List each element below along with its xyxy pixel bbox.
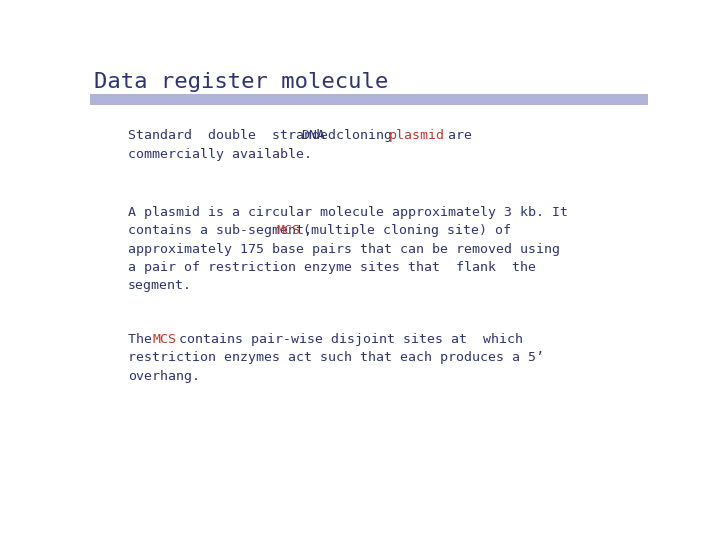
Text: Standard  double  stranded: Standard double stranded	[128, 129, 352, 142]
Text: commercially available.: commercially available.	[128, 147, 312, 160]
Text: approximately 175 base pairs that can be removed using: approximately 175 base pairs that can be…	[128, 243, 560, 256]
Text: (multiple cloning site) of: (multiple cloning site) of	[295, 225, 511, 238]
Text: A plasmid is a circular molecule approximately 3 kb. It: A plasmid is a circular molecule approxi…	[128, 206, 568, 219]
Text: The: The	[128, 333, 160, 346]
Text: MCS: MCS	[276, 225, 301, 238]
Text: segment.: segment.	[128, 279, 192, 292]
Text: are: are	[432, 129, 472, 142]
Text: overhang.: overhang.	[128, 369, 200, 382]
Text: cloning: cloning	[320, 129, 408, 142]
Text: plasmid: plasmid	[388, 129, 444, 142]
FancyBboxPatch shape	[90, 94, 648, 105]
Text: restriction enzymes act such that each produces a 5’: restriction enzymes act such that each p…	[128, 352, 544, 365]
Text: MCS: MCS	[153, 333, 176, 346]
Text: a pair of restriction enzyme sites that  flank  the: a pair of restriction enzyme sites that …	[128, 261, 536, 274]
Text: Data register molecule: Data register molecule	[94, 72, 389, 92]
Text: contains a sub-segment,: contains a sub-segment,	[128, 225, 320, 238]
Text: contains pair-wise disjoint sites at  which: contains pair-wise disjoint sites at whi…	[171, 333, 523, 346]
Text: DNA: DNA	[302, 129, 325, 142]
